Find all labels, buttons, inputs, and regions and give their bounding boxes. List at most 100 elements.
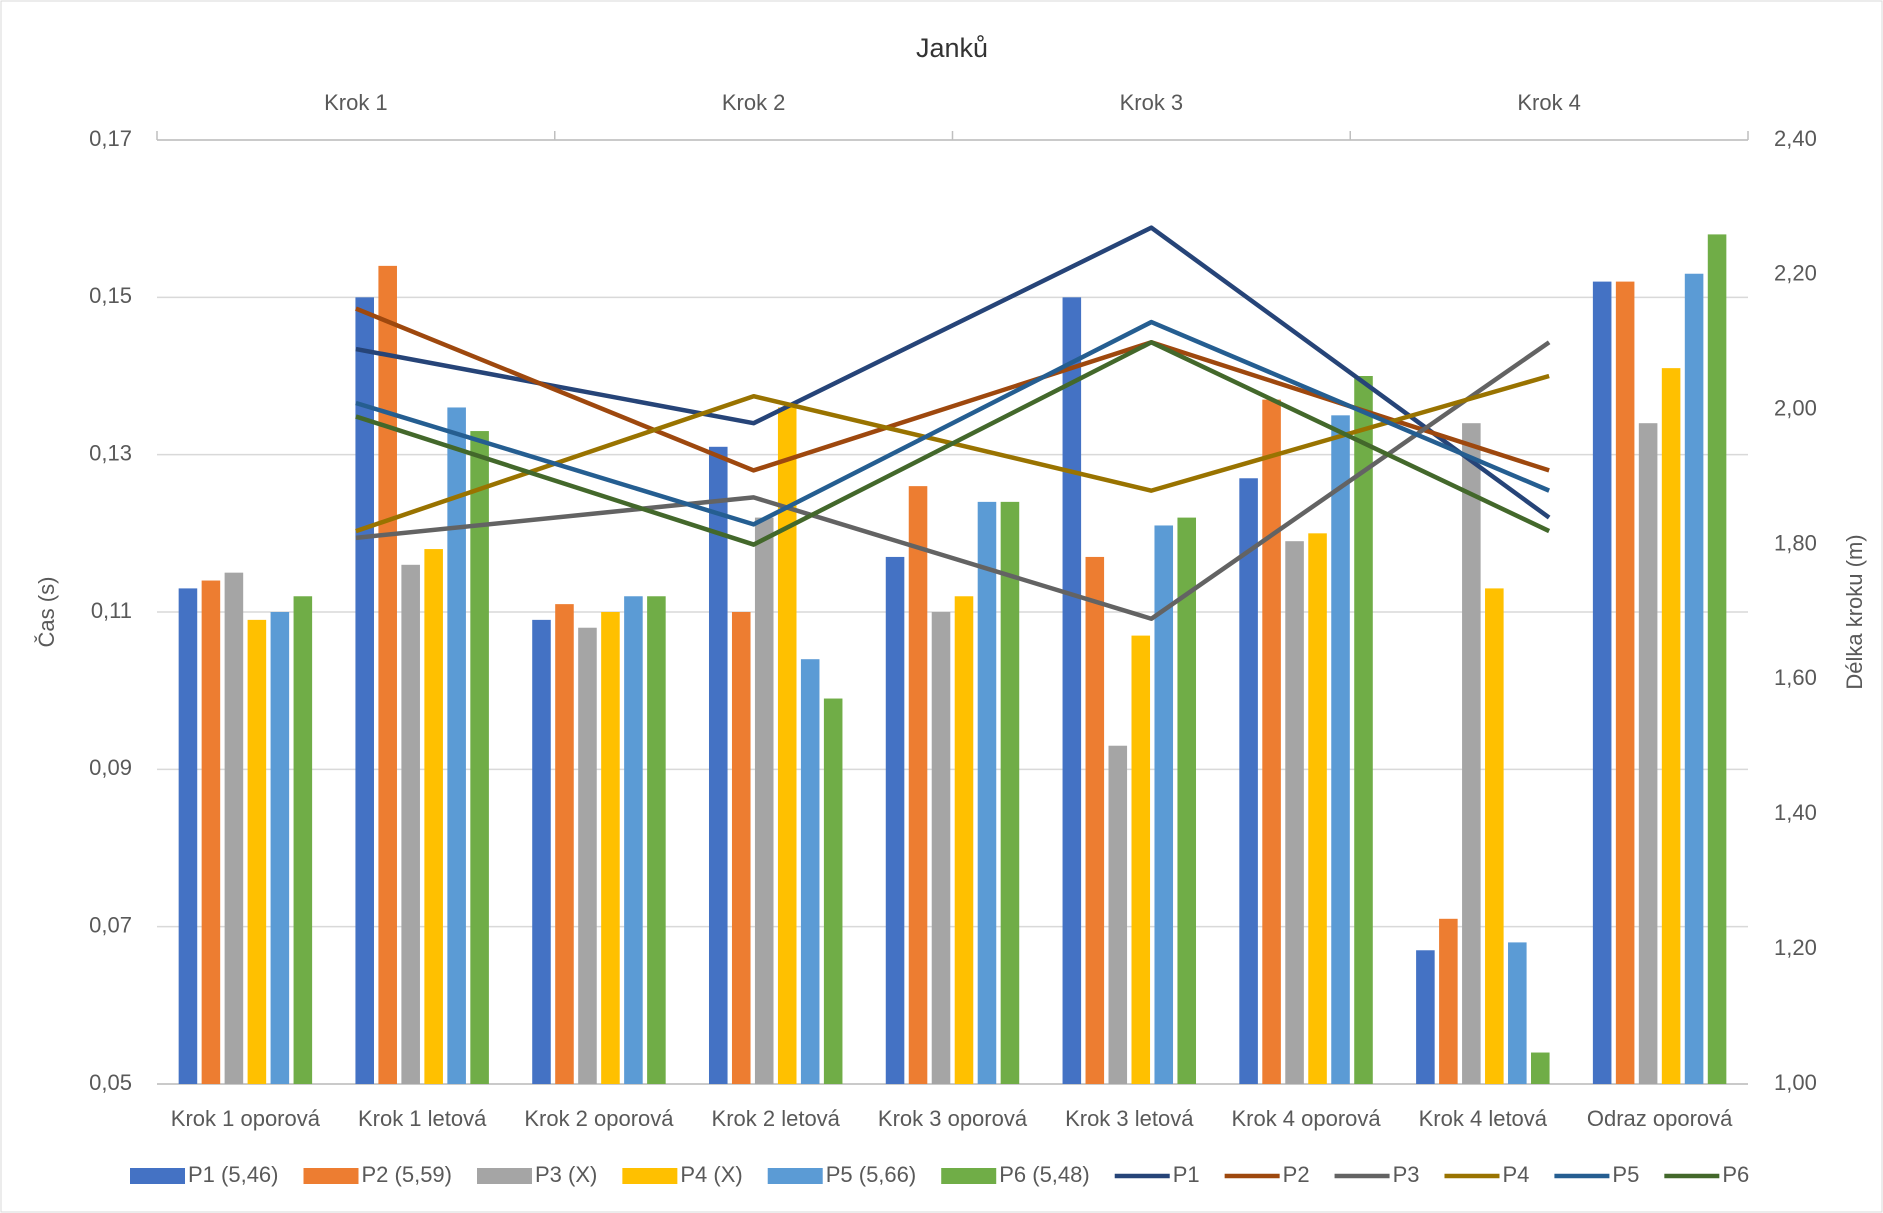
bar <box>601 612 620 1084</box>
bar <box>1062 297 1082 1084</box>
bar <box>1154 525 1174 1084</box>
bar <box>624 596 643 1084</box>
bar <box>1684 273 1704 1084</box>
y-tick-label: 0,05 <box>89 1070 132 1095</box>
bar <box>1262 399 1281 1085</box>
bar <box>470 431 489 1085</box>
bar <box>1638 423 1658 1084</box>
bar <box>885 556 905 1084</box>
y2-tick-label: 2,40 <box>1774 126 1817 151</box>
y-axis-title: Čas (s) <box>34 577 59 648</box>
bar <box>447 407 466 1084</box>
bar <box>532 619 551 1084</box>
bar <box>1085 556 1105 1084</box>
bar <box>908 486 928 1085</box>
bar <box>270 612 290 1084</box>
bar <box>1177 517 1197 1084</box>
bar <box>1131 635 1151 1084</box>
bar <box>977 501 997 1084</box>
x2-tick-label: Krok 4 <box>1517 90 1581 115</box>
bar <box>1615 281 1635 1085</box>
x-tick-label: Krok 2 oporová <box>524 1106 674 1131</box>
y2-tick-label: 1,60 <box>1774 665 1817 690</box>
bar <box>201 580 221 1084</box>
legend-label: P6 <box>1722 1162 1749 1187</box>
legend-label: P2 (5,59) <box>362 1162 453 1187</box>
bar <box>800 659 820 1084</box>
bar <box>378 265 397 1084</box>
bar <box>555 604 574 1084</box>
legend-swatch <box>303 1168 359 1184</box>
bar <box>247 619 267 1084</box>
bar <box>1439 918 1458 1084</box>
bar <box>954 596 974 1084</box>
bar <box>1354 376 1373 1084</box>
line <box>355 225 1551 520</box>
x-tick-label: Odraz oporová <box>1587 1106 1733 1131</box>
y-tick-label: 0,17 <box>89 126 132 151</box>
bar <box>1000 501 1020 1084</box>
bar <box>1239 478 1258 1084</box>
x-tick-label: Krok 1 oporová <box>171 1106 321 1131</box>
bar <box>293 596 313 1084</box>
line <box>355 340 1551 547</box>
y2-tick-label: 1,40 <box>1774 800 1817 825</box>
legend-label: P3 (X) <box>535 1162 597 1187</box>
bar <box>708 446 728 1084</box>
legend-label: P5 (5,66) <box>826 1162 917 1187</box>
x-tick-label: Krok 4 oporová <box>1231 1106 1381 1131</box>
bar <box>731 612 751 1084</box>
legend-label: P4 <box>1502 1162 1529 1187</box>
bar <box>224 572 244 1084</box>
bar <box>777 407 797 1084</box>
y2-tick-label: 1,00 <box>1774 1070 1817 1095</box>
bar <box>931 612 951 1084</box>
bar <box>1485 588 1504 1084</box>
bar <box>1661 368 1681 1085</box>
y-tick-label: 0,13 <box>89 440 132 465</box>
y-tick-label: 0,07 <box>89 912 132 937</box>
legend-label: P2 <box>1283 1162 1310 1187</box>
bar <box>1108 745 1128 1084</box>
legend-label: P5 <box>1612 1162 1639 1187</box>
line <box>355 340 1551 621</box>
x-tick-label: Krok 2 letová <box>712 1106 841 1131</box>
y2-tick-label: 1,20 <box>1774 935 1817 960</box>
x-tick-label: Krok 1 letová <box>358 1106 487 1131</box>
line <box>355 319 1551 527</box>
y2-tick-label: 2,20 <box>1774 261 1817 286</box>
bar <box>1416 950 1435 1084</box>
bar <box>178 588 198 1084</box>
legend-swatch <box>941 1168 997 1184</box>
bar <box>1592 281 1612 1085</box>
bar <box>1308 533 1327 1084</box>
y2-tick-label: 1,80 <box>1774 530 1817 555</box>
legend-swatch <box>130 1168 185 1184</box>
y-tick-label: 0,11 <box>91 598 132 623</box>
legend-label: P3 <box>1393 1162 1420 1187</box>
bar <box>647 596 666 1084</box>
x-tick-label: Krok 4 letová <box>1419 1106 1548 1131</box>
bar <box>1508 942 1527 1084</box>
chart-title: Janků <box>916 33 988 63</box>
y2-axis-title: Délka kroku (m) <box>1842 534 1867 689</box>
bar <box>1331 415 1350 1084</box>
x2-tick-label: Krok 2 <box>722 90 786 115</box>
legend-swatch <box>477 1168 532 1184</box>
bar <box>578 627 597 1084</box>
legend-label: P6 (5,48) <box>999 1162 1090 1187</box>
bar <box>1285 541 1304 1084</box>
y2-tick-label: 2,00 <box>1774 396 1817 421</box>
legend-label: P1 <box>1173 1162 1200 1187</box>
legend-label: P1 (5,46) <box>188 1162 279 1187</box>
legend-swatch <box>767 1168 823 1184</box>
bar <box>823 698 843 1084</box>
x-tick-label: Krok 3 oporová <box>878 1106 1028 1131</box>
y-tick-label: 0,15 <box>89 283 132 308</box>
bar <box>424 549 443 1084</box>
y-tick-label: 0,09 <box>89 755 132 780</box>
bar <box>1707 234 1727 1084</box>
bar <box>754 517 774 1084</box>
bar <box>401 564 420 1084</box>
